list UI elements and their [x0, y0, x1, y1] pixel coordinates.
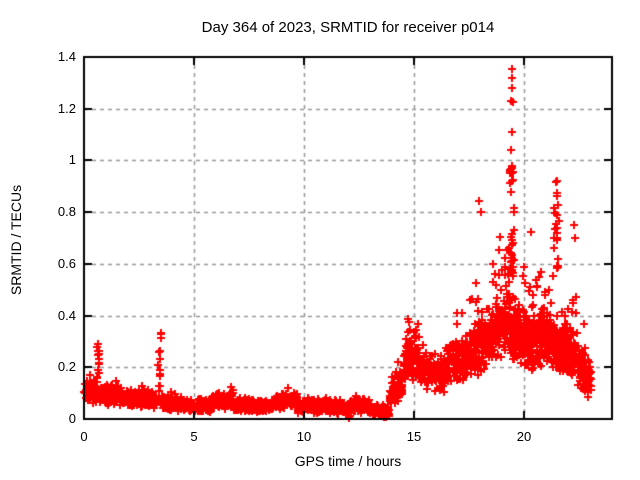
x-tick-label: 15 — [406, 429, 422, 444]
x-tick-label: 20 — [516, 429, 532, 444]
y-tick-label: 0.4 — [57, 307, 76, 323]
y-axis-label: SRMTID / TECUs — [8, 184, 24, 296]
y-tick-label: 0 — [68, 411, 76, 426]
x-tick-label: 0 — [80, 429, 88, 444]
y-tick-label: 0.2 — [57, 359, 76, 375]
x-tick-label: 10 — [296, 429, 312, 444]
chart-title: Day 364 of 2023, SRMTID for receiver p01… — [201, 19, 495, 36]
y-tick-label: 1 — [68, 152, 76, 168]
x-tick-label: 5 — [190, 429, 198, 444]
y-tick-label: 0.8 — [57, 204, 76, 220]
x-axis-label: GPS time / hours — [294, 453, 402, 469]
y-tick-label: 1.4 — [57, 49, 76, 64]
y-tick-label: 0.6 — [57, 255, 76, 271]
y-tick-label: 1.2 — [57, 100, 76, 116]
